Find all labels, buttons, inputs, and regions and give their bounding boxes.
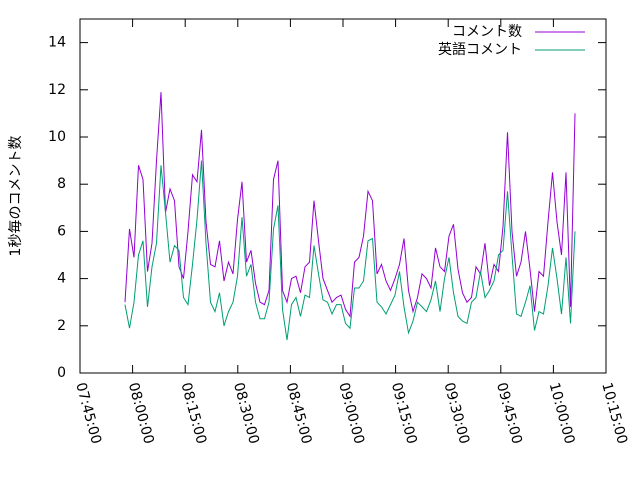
legend-label: 英語コメント xyxy=(438,41,522,58)
y-tick-label: 8 xyxy=(57,176,66,192)
series-line xyxy=(124,160,576,341)
y-tick-label: 2 xyxy=(57,318,66,334)
x-tick-label: 10:00:00 xyxy=(546,381,578,446)
legend-label: コメント数 xyxy=(452,24,522,40)
x-tick-label: 09:15:00 xyxy=(388,381,420,446)
y-tick-label: 14 xyxy=(48,35,66,51)
x-tick-label: 09:00:00 xyxy=(335,381,367,446)
y-tick-label: 10 xyxy=(48,129,66,145)
x-tick-label: 10:15:00 xyxy=(598,381,630,446)
x-tick-label: 08:45:00 xyxy=(283,381,315,446)
x-tick-label: 07:45:00 xyxy=(72,381,104,446)
y-axis-label: 1秒毎のコメント数 xyxy=(8,136,24,257)
series-line xyxy=(124,92,576,318)
x-tick-label: 08:30:00 xyxy=(230,381,262,446)
x-tick-label: 08:00:00 xyxy=(125,381,157,446)
y-tick-label: 0 xyxy=(57,365,66,381)
y-tick-label: 4 xyxy=(57,271,66,287)
x-tick-label: 09:45:00 xyxy=(493,381,525,446)
y-tick-label: 6 xyxy=(57,223,66,239)
y-tick-label: 12 xyxy=(48,82,66,98)
x-tick-label: 08:15:00 xyxy=(177,381,209,446)
x-tick-label: 09:30:00 xyxy=(440,381,472,446)
